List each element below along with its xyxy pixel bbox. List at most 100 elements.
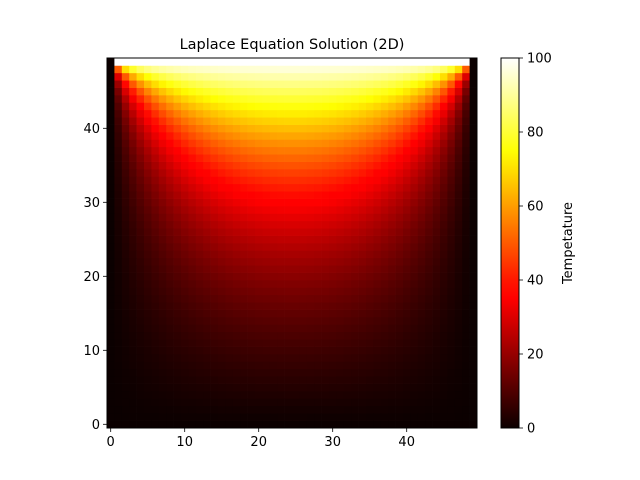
heatmap-cell [432, 391, 441, 399]
heatmap-cell [107, 368, 115, 377]
heatmap-cell [380, 58, 389, 66]
heatmap-cell [299, 339, 308, 347]
heatmap-cell [417, 139, 426, 148]
heatmap-cell [136, 124, 145, 133]
heatmap-cell [366, 413, 374, 421]
heatmap-cell [440, 220, 448, 229]
heatmap-cell [114, 58, 123, 66]
heatmap-cell [240, 117, 248, 125]
heatmap-cell [454, 368, 463, 377]
heatmap-cell [299, 132, 308, 140]
heatmap-cell [380, 213, 389, 222]
heatmap-cell [144, 361, 152, 370]
heatmap-cell [195, 87, 204, 96]
heatmap-cell [395, 80, 404, 88]
heatmap-cell [432, 280, 441, 288]
heatmap-cell [410, 331, 419, 340]
heatmap-cell [358, 191, 367, 199]
heatmap-cell [373, 87, 382, 96]
heatmap-cell [181, 139, 189, 148]
heatmap-cell [306, 80, 315, 88]
heatmap-cell [166, 198, 174, 207]
heatmap-cell [351, 154, 359, 162]
heatmap-cell [277, 294, 285, 303]
heatmap-cell [388, 317, 396, 325]
heatmap-cell [366, 132, 374, 140]
heatmap-cell [306, 87, 315, 96]
heatmap-cell [306, 191, 315, 199]
heatmap-cell [373, 361, 382, 370]
heatmap-cell [129, 228, 137, 236]
heatmap-cell [166, 154, 174, 162]
heatmap-cell [306, 154, 315, 162]
heatmap-cell [203, 324, 211, 333]
heatmap-cell [107, 272, 115, 281]
heatmap-cell [107, 72, 115, 81]
heatmap-cell [188, 191, 197, 199]
heatmap-cell [232, 72, 241, 81]
heatmap-cell [366, 235, 374, 244]
heatmap-cell [195, 198, 204, 207]
heatmap-cell [181, 391, 189, 399]
heatmap-cell [158, 413, 167, 421]
heatmap-cell [373, 405, 382, 414]
heatmap-cell [343, 161, 352, 170]
heatmap-cell [247, 235, 256, 244]
heatmap-cell [440, 280, 448, 288]
heatmap-cell [358, 154, 367, 162]
heatmap-cell [447, 213, 456, 222]
heatmap-cell [425, 109, 433, 118]
heatmap-cell [329, 398, 337, 407]
heatmap-cell [195, 257, 204, 266]
heatmap-cell [314, 250, 322, 259]
heatmap-cell [114, 294, 123, 303]
heatmap-cell [129, 58, 137, 66]
heatmap-cell [114, 257, 123, 266]
heatmap-cell [403, 324, 411, 333]
heatmap-cell [403, 368, 411, 377]
heatmap-cell [269, 161, 278, 170]
heatmap-cell [410, 161, 419, 170]
heatmap-cell [284, 169, 293, 177]
heatmap-cell [388, 161, 396, 170]
heatmap-cell [440, 324, 448, 333]
heatmap-cell [336, 228, 345, 236]
heatmap-cell [277, 124, 285, 133]
heatmap-cell [351, 117, 359, 125]
heatmap-cell [262, 354, 271, 362]
heatmap-cell [218, 132, 226, 140]
heatmap-cell [151, 354, 160, 362]
heatmap-cell [181, 213, 189, 222]
heatmap-cell [462, 161, 470, 170]
heatmap-cell [321, 235, 330, 244]
heatmap-cell [351, 302, 359, 310]
heatmap-cell [225, 243, 234, 251]
heatmap-cell [151, 413, 160, 421]
heatmap-cell [114, 102, 123, 111]
heatmap-cell [218, 176, 226, 185]
heatmap-cell [240, 420, 248, 429]
heatmap-cell [269, 376, 278, 384]
heatmap-cell [247, 183, 256, 192]
heatmap-cell [218, 161, 226, 170]
heatmap-cell [218, 146, 226, 155]
heatmap-cell [425, 72, 433, 81]
heatmap-cell [447, 346, 456, 355]
heatmap-cell [144, 280, 152, 288]
heatmap-cell [255, 220, 263, 229]
heatmap-cell [262, 198, 271, 207]
heatmap-cell [417, 154, 426, 162]
heatmap-cell [469, 95, 478, 103]
heatmap-cell [306, 383, 315, 392]
heatmap-cell [107, 376, 115, 384]
heatmap-cell [454, 191, 463, 199]
heatmap-cell [195, 213, 204, 222]
heatmap-cell [440, 302, 448, 310]
heatmap-cell [129, 405, 137, 414]
heatmap-cell [462, 220, 470, 229]
heatmap-cell [292, 420, 300, 429]
heatmap-cell [425, 339, 433, 347]
heatmap-cell [232, 346, 241, 355]
heatmap-cell [129, 346, 137, 355]
heatmap-cell [166, 191, 174, 199]
